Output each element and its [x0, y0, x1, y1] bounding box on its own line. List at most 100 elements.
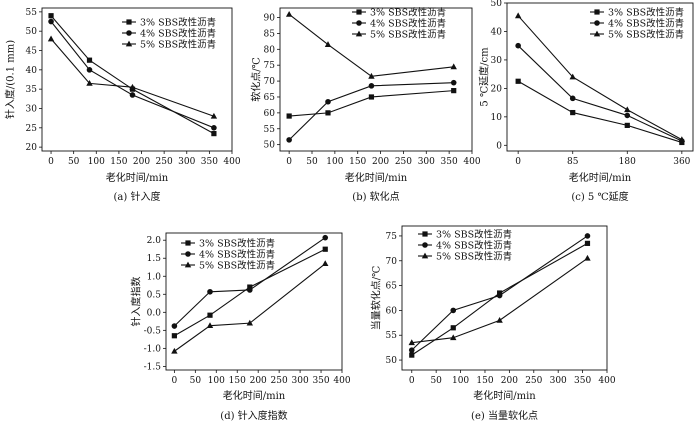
chart-e-legend-marker: [421, 252, 429, 259]
chart-e-series-line-2: [411, 235, 588, 351]
chart-a-x-tick-label: 300: [178, 157, 195, 167]
chart-e-plot-frame: [401, 225, 608, 371]
chart-b-x-axis-label: 老化时间/min: [345, 171, 408, 184]
chart-c-series-3-point: [569, 73, 576, 80]
chart-e-series-2-point: [408, 347, 415, 353]
chart-d-y-axis-label: 针入度指数: [130, 277, 143, 327]
chart-e-series-3-point: [450, 334, 457, 341]
chart-c-series-1-point: [624, 122, 630, 128]
chart-e-series-3-point: [584, 254, 591, 261]
chart-d-series-3-point: [171, 347, 178, 354]
chart-d-series-1-point: [247, 284, 253, 290]
chart-b-series-3-point: [324, 41, 332, 47]
chart-d-legend-label: 3% SBS改性沥青: [199, 237, 275, 249]
chart-e-x-tick-label: 400: [598, 376, 615, 386]
chart-e-series-2-point: [584, 233, 591, 239]
chart-e-series-1-point: [409, 352, 415, 358]
chart-d-series-2-point: [171, 323, 178, 329]
chart-a-legend-marker: [125, 40, 133, 47]
chart-b-series-2-point: [286, 137, 292, 143]
chart-d-legend-marker: [185, 240, 191, 246]
chart-b-y-tick-label: 85: [264, 29, 276, 39]
chart-e-y-tick-label: 75: [386, 232, 398, 242]
chart-e-x-axis-label: 老化时间/min: [473, 389, 536, 402]
chart-b-series-line-2: [288, 82, 454, 141]
chart-a-x-tick-label: 150: [110, 157, 127, 167]
chart-e-series-1-point: [584, 240, 591, 246]
chart-b-y-tick-label: 80: [264, 45, 276, 55]
chart-a-x-tick-label: 350: [201, 157, 218, 167]
chart-d-y-tick-label: 2.0: [147, 236, 162, 246]
chart-c-y-tick-label: 20: [491, 84, 503, 94]
chart-b-y-tick-label: 65: [264, 93, 276, 103]
chart-d-legend-label: 5% SBS改性沥青: [199, 259, 275, 271]
chart-b-plot-frame: [279, 7, 473, 152]
chart-d-series-2-point: [322, 234, 329, 241]
chart-b-series-1-point: [325, 110, 331, 116]
chart-e-x-tick-label: 100: [452, 376, 469, 386]
chart-d-x-tick-label: 350: [312, 376, 329, 386]
chart-d-x-tick-label: 100: [208, 376, 225, 386]
chart-c-x-tick-label: 180: [619, 157, 636, 167]
chart-b-series-line-1: [289, 90, 454, 117]
chart-a-legend-marker: [126, 30, 132, 36]
chart-d-y-tick-label: -0.5: [144, 326, 162, 336]
chart-c-y-tick-label: 30: [491, 56, 503, 66]
chart-d-legend-marker: [184, 261, 192, 268]
chart-c-x-tick-label: 0: [515, 157, 521, 167]
chart-b-x-tick-label: 150: [349, 157, 366, 167]
chart-a-series-1-point: [86, 57, 93, 63]
chart-b-y-tick-label: 55: [264, 125, 276, 135]
chart-e-series-2-point: [496, 292, 503, 299]
chart-b-series-3-point: [285, 10, 293, 17]
chart-c-series-3-point: [678, 136, 686, 143]
chart-d-series-1-point: [171, 333, 177, 339]
chart-e-y-tick-label: 60: [386, 306, 398, 316]
chart-d-series-3-point: [206, 322, 214, 329]
chart-a-series-3-point: [86, 79, 93, 86]
chart-a-series-line-3: [50, 38, 215, 117]
chart-a-series-2-point: [211, 125, 217, 131]
chart-e-x-tick-label: 200: [501, 376, 518, 386]
chart-b-legend-label: 3% SBS改性沥青: [370, 6, 446, 18]
chart-a-legend-label: 5% SBS改性沥青: [140, 38, 216, 50]
chart-e-series-line-3: [411, 257, 588, 344]
chart-b-legend-label: 5% SBS改性沥青: [370, 28, 446, 40]
chart-d-legend-marker: [185, 251, 191, 257]
chart-d-x-tick-label: 200: [250, 376, 267, 386]
chart-d-series-3-point: [246, 319, 254, 326]
chart-d-series-1-point: [207, 312, 213, 318]
chart-a-x-tick-label: 250: [156, 157, 173, 167]
chart-e-x-tick-label: 50: [430, 376, 442, 386]
chart-c-series-1-point: [570, 109, 576, 116]
chart-c-series-2-point: [515, 42, 521, 49]
chart-a-series-3-point: [47, 35, 55, 42]
chart-c-series-1-point: [515, 78, 521, 84]
chart-d-caption: (d) 针入度指数: [220, 409, 287, 422]
chart-c-series-3-point: [624, 106, 631, 113]
chart-e-series-2-point: [450, 307, 457, 314]
chart-e-legend-marker: [422, 231, 428, 237]
chart-a-x-tick-label: 50: [68, 157, 80, 167]
chart-d-x-tick-label: 0: [172, 376, 178, 386]
chart-d-y-tick-label: -1.5: [144, 362, 162, 372]
chart-a-x-axis-label: 老化时间/min: [106, 171, 169, 184]
chart-b-series-3-point: [450, 63, 457, 70]
chart-a-series-1-point: [48, 13, 54, 19]
chart-a-series-2-point: [48, 18, 54, 25]
chart-d-y-tick-label: 0.5: [147, 290, 162, 300]
chart-a-y-tick-label: 55: [26, 8, 38, 18]
chart-b-y-tick-label: 60: [264, 109, 276, 119]
chart-c-series-line-1: [517, 80, 683, 143]
chart-c-y-axis-label: 5 ℃延度/cm: [478, 47, 491, 107]
chart-d-x-tick-label: 400: [333, 376, 350, 386]
chart-e-x-tick-label: 300: [550, 376, 567, 386]
chart-c-caption: (c) 5 ℃延度: [571, 190, 628, 203]
chart-d-series-3-point: [322, 260, 329, 267]
chart-d-x-tick-label: 150: [229, 376, 246, 386]
chart-b-y-tick-label: 50: [264, 141, 276, 151]
chart-c-legend-marker: [593, 30, 601, 37]
chart-c-plot-frame: [506, 2, 694, 152]
chart-a-legend-label: 3% SBS改性沥青: [140, 16, 216, 28]
chart-c-legend-marker: [594, 20, 600, 26]
